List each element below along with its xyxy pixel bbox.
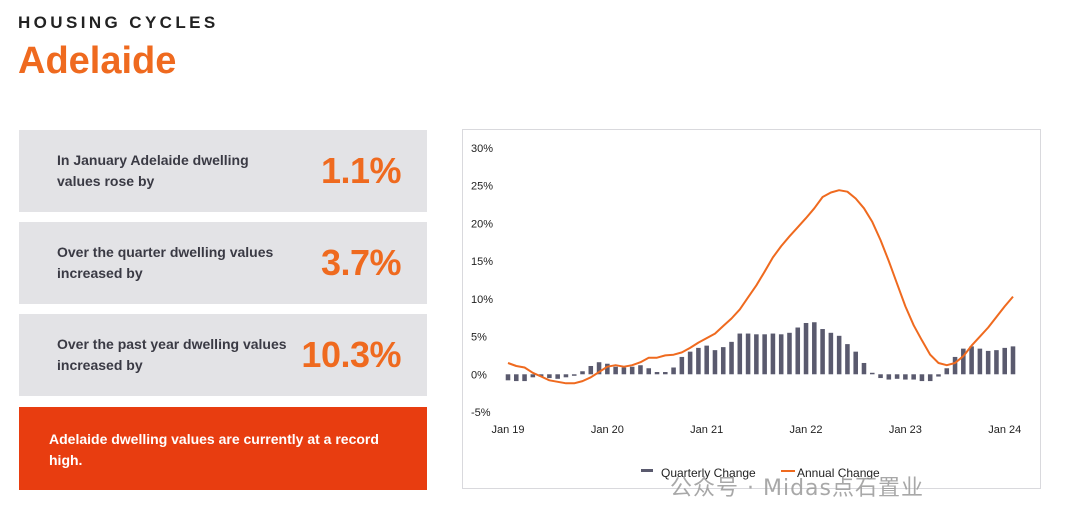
chart-svg: 30% 25% 20% 15% 10% 5% 0% -5%Jan 19 Jan 20 Jan 21… <box>471 143 1021 480</box>
quarterly-bar <box>770 333 776 375</box>
quarterly-bar <box>836 335 842 375</box>
quarterly-bar <box>654 372 660 375</box>
quarterly-bar <box>663 372 668 375</box>
quarterly-bar <box>505 374 511 381</box>
quarterly-bar <box>969 346 974 375</box>
quarterly-bar <box>911 374 916 380</box>
stat-description: Over the quarter dwelling values increas… <box>57 244 274 281</box>
quarterly-bar <box>994 350 999 375</box>
quarterly-bar <box>878 374 883 379</box>
quarterly-bar <box>555 374 560 379</box>
quarterly-bar <box>563 374 569 378</box>
y-tick-label: 15% <box>471 256 493 268</box>
quarterly-bar <box>745 333 751 375</box>
legend-label-annual: Annual Change <box>797 466 880 480</box>
x-tick-label: Jan 20 <box>591 424 624 436</box>
quarterly-bar <box>1002 347 1007 375</box>
stat-card-monthly: In January Adelaide dwelling values rose… <box>19 130 427 212</box>
quarterly-bar <box>820 329 825 375</box>
quarterly-bar <box>762 334 767 375</box>
quarterly-bar <box>671 367 676 375</box>
quarterly-bar <box>795 327 801 375</box>
quarterly-bar <box>729 341 734 375</box>
quarterly-bar <box>853 351 858 375</box>
banner-text: Adelaide dwelling values are currently a… <box>49 431 379 468</box>
quarterly-bar <box>828 332 834 375</box>
quarterly-bar <box>696 347 701 375</box>
quarterly-bar <box>646 368 652 375</box>
quarterly-bar <box>514 374 519 382</box>
quarterly-bar <box>1010 346 1016 375</box>
legend-label-quarterly: Quarterly Change <box>661 466 756 480</box>
y-tick-label: 30% <box>471 143 493 155</box>
quarterly-bar <box>787 332 792 375</box>
quarterly-bar <box>977 348 983 375</box>
record-high-banner: Adelaide dwelling values are currently a… <box>19 407 427 490</box>
quarterly-bar <box>778 334 784 375</box>
quarterly-bar <box>638 365 643 375</box>
page-title: Adelaide <box>18 40 177 82</box>
y-tick-label: 10% <box>471 294 493 306</box>
watermark: 公众号 · Midas点石置业 <box>670 476 924 501</box>
quarterly-bar <box>522 374 527 382</box>
quarterly-bar <box>596 362 602 375</box>
stat-description: In January Adelaide dwelling values rose… <box>57 152 249 189</box>
quarterly-bar <box>754 334 759 375</box>
quarterly-bar <box>679 356 685 375</box>
quarterly-bar <box>580 371 585 375</box>
quarterly-bar <box>845 344 850 375</box>
quarterly-bar <box>861 362 867 375</box>
quarterly-bar <box>985 350 991 375</box>
quarterly-bar <box>927 374 933 382</box>
quarterly-bar <box>944 368 950 375</box>
x-tick-label: Jan 24 <box>988 424 1021 436</box>
y-tick-label: 25% <box>471 181 493 193</box>
y-tick-label: 5% <box>471 332 487 344</box>
stat-card-quarterly: Over the quarter dwelling values increas… <box>19 222 427 304</box>
y-tick-label: 20% <box>471 218 493 230</box>
quarterly-bar <box>605 363 610 375</box>
y-tick-label: 0% <box>471 369 487 381</box>
quarterly-bar <box>961 348 966 375</box>
quarterly-bar <box>894 374 900 379</box>
quarterly-bar <box>629 366 635 375</box>
quarterly-bar <box>712 350 718 375</box>
stat-value: 1.1% <box>320 150 402 191</box>
quarterly-bar <box>571 374 577 376</box>
quarterly-bar <box>919 374 925 382</box>
quarterly-bar <box>547 374 552 379</box>
stat-value: 10.3% <box>301 334 401 375</box>
quarterly-bar <box>704 345 709 375</box>
section-eyebrow: HOUSING CYCLES <box>18 13 219 32</box>
stat-description: Over the past year dwelling values incre… <box>57 336 287 373</box>
quarterly-bar <box>936 374 941 377</box>
annual-change-line <box>507 189 1014 385</box>
stat-value: 3.7% <box>320 242 402 283</box>
x-tick-label: Jan 21 <box>690 424 723 436</box>
quarterly-bar <box>903 374 908 380</box>
quarterly-bar <box>720 347 726 375</box>
quarterly-bar <box>530 374 536 378</box>
quarterly-bar <box>687 351 693 375</box>
quarterly-bar <box>737 333 743 375</box>
legend-swatch-quarterly <box>641 469 653 472</box>
quarterly-bar <box>886 374 892 380</box>
quarterly-bar <box>588 365 594 375</box>
quarterly-bar <box>613 366 618 375</box>
y-tick-label: -5% <box>471 407 491 419</box>
quarterly-bar <box>869 372 875 375</box>
quarterly-bar <box>952 356 958 375</box>
x-tick-label: Jan 19 <box>491 424 524 436</box>
x-tick-label: Jan 22 <box>790 424 823 436</box>
x-tick-label: Jan 23 <box>889 424 922 436</box>
quarterly-bar <box>803 322 809 375</box>
quarterly-bar <box>812 322 817 375</box>
quarterly-bar <box>621 367 627 375</box>
housing-chart: 30% 25% 20% 15% 10% 5% 0% -5% Jan 19 Jan 20 Jan 21… <box>462 129 1041 489</box>
stat-card-annual: Over the past year dwelling values incre… <box>19 314 427 396</box>
